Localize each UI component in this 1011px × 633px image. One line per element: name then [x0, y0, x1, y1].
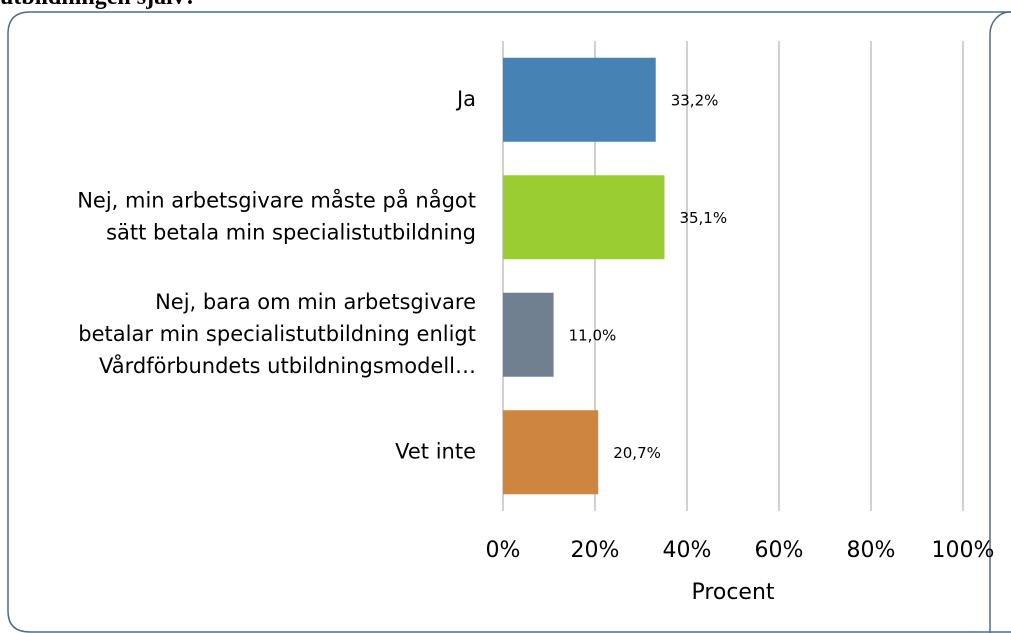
chart-frame — [7, 11, 1011, 633]
x-tick-label: 0% — [486, 538, 521, 563]
value-label: 33,2% — [671, 91, 719, 109]
bar — [503, 57, 656, 142]
bar — [503, 175, 665, 260]
y-tick-label: Vårdförbundets utbildningsmodell… — [99, 353, 476, 378]
x-tick-label: 40% — [663, 538, 712, 563]
y-tick-label: betalar min specialistutbildning enligt — [78, 322, 476, 346]
y-tick-label: Nej, bara om min arbetsgivare — [155, 290, 476, 314]
value-label: 20,7% — [613, 444, 661, 462]
chart-frame-right — [989, 11, 1011, 633]
y-tick-label: Ja — [455, 87, 476, 111]
x-tick-label: 20% — [571, 538, 620, 563]
bar — [503, 292, 554, 377]
x-tick-label: 60% — [755, 538, 804, 563]
x-tick-label: 80% — [847, 538, 896, 563]
y-tick-label: Nej, min arbetsgivare måste på något — [77, 187, 476, 212]
y-tick-label: Vet inte — [395, 439, 476, 463]
value-label: 35,1% — [679, 209, 727, 227]
x-axis-label: Procent — [691, 580, 774, 605]
value-label: 11,0% — [569, 326, 617, 344]
bar — [503, 410, 599, 495]
x-tick-label: 100% — [932, 538, 995, 563]
y-tick-label: sätt betala min specialistutbildning — [106, 220, 476, 244]
